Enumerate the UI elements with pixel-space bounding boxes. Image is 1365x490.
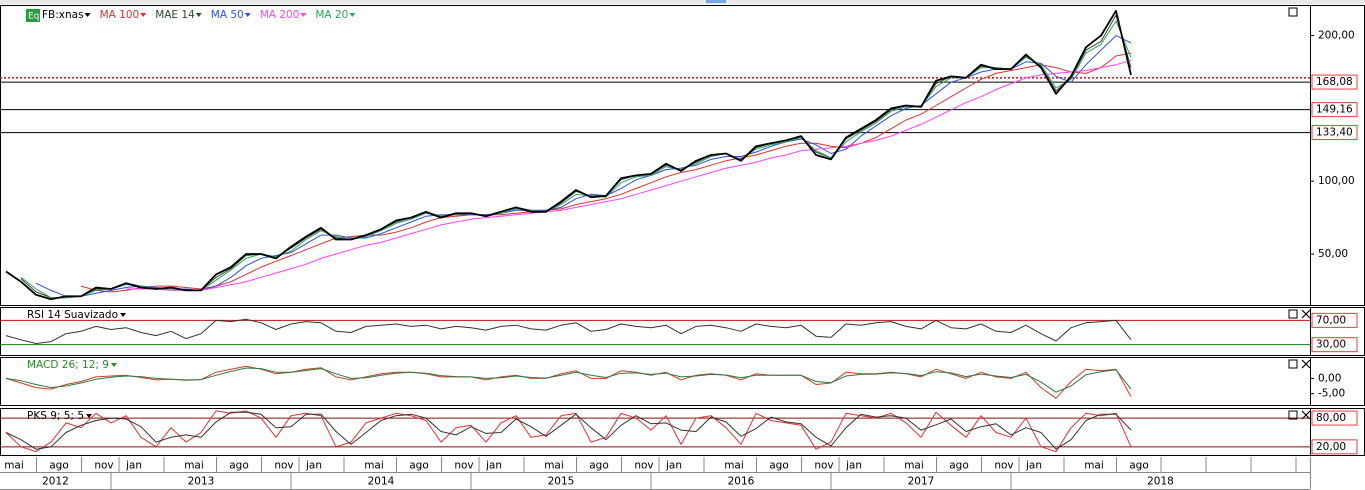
year-label: 2016: [728, 476, 755, 488]
series-line: [80, 52, 1132, 293]
series-line: [5, 9, 1132, 301]
x-tick-label: mai: [544, 460, 564, 472]
dropdown-arrow[interactable]: [84, 13, 91, 17]
legend-label[interactable]: FB:xnas: [42, 9, 84, 21]
y-tick-label: 50,00: [1318, 248, 1348, 260]
dropdown-arrow[interactable]: [244, 13, 251, 17]
legend-label[interactable]: MA 50: [211, 9, 244, 21]
dropdown-arrow[interactable]: [300, 13, 307, 17]
level-label: 20,00: [1316, 441, 1346, 453]
close-button[interactable]: [1301, 309, 1311, 319]
x-tick-label: jan: [125, 460, 142, 472]
level-label-box: [1311, 337, 1358, 353]
level-label-box: [1311, 125, 1358, 141]
level-label-box: [1311, 312, 1358, 328]
dropdown-arrow[interactable]: [120, 313, 127, 317]
y-tick-label: -5,00: [1318, 388, 1345, 400]
indicator-label[interactable]: MACD 26; 12; 9: [27, 359, 109, 371]
level-label: 70,00: [1316, 314, 1346, 326]
dropdown-arrow[interactable]: [195, 13, 202, 17]
series-line: [20, 20, 1132, 299]
indicator-label[interactable]: RSI 14 Suavizado: [27, 309, 118, 321]
x-tick-label: mai: [904, 460, 924, 472]
x-tick-label: jan: [305, 460, 322, 472]
y-tick-label: 200,00: [1318, 30, 1355, 42]
maximize-button[interactable]: [1288, 7, 1298, 17]
x-tick-label: ago: [409, 460, 429, 472]
series-line: [5, 367, 1132, 393]
x-tick-label: jan: [1025, 460, 1042, 472]
maximize-button[interactable]: [1288, 309, 1298, 319]
year-label: 2015: [548, 476, 575, 488]
x-tick-label: nov: [454, 460, 473, 472]
close-button[interactable]: [1301, 359, 1311, 369]
level-label: 133,40: [1316, 127, 1353, 139]
x-tick-label: ago: [229, 460, 249, 472]
x-tick-label: nov: [814, 460, 833, 472]
x-tick-label: ago: [949, 460, 969, 472]
x-tick-label: mai: [724, 460, 744, 472]
level-label: 168,08: [1316, 76, 1353, 88]
x-tick-label: mai: [184, 460, 204, 472]
dropdown-arrow[interactable]: [140, 13, 147, 17]
dropdown-arrow[interactable]: [86, 414, 93, 418]
x-tick-label: mai: [4, 460, 24, 472]
year-label: 2013: [188, 476, 215, 488]
level-label: 30,00: [1316, 339, 1346, 351]
x-tick-label: mai: [1084, 460, 1104, 472]
x-tick-label: nov: [994, 460, 1013, 472]
series-line: [5, 411, 1132, 450]
x-tick-label: nov: [274, 460, 293, 472]
indicator-label[interactable]: PKS 9; 5; 5: [27, 410, 84, 422]
legend-label[interactable]: MAE 14: [155, 9, 195, 21]
x-tick-label: jan: [485, 460, 502, 472]
x-tick-label: nov: [94, 460, 113, 472]
x-tick-label: ago: [769, 460, 789, 472]
year-label: 2012: [42, 476, 69, 488]
x-tick-label: mai: [364, 460, 384, 472]
series-line: [126, 59, 1132, 291]
series-line: [35, 35, 1132, 297]
legend-label[interactable]: MA 100: [100, 9, 140, 21]
year-label: 2018: [1147, 476, 1174, 488]
level-label-box: [1311, 102, 1358, 118]
toolbar-button[interactable]: [706, 0, 726, 3]
badge-text: Eq: [28, 12, 39, 22]
level-label: 149,16: [1316, 104, 1353, 116]
x-tick-label: jan: [845, 460, 862, 472]
x-tick-label: ago: [589, 460, 609, 472]
year-label: 2017: [908, 476, 935, 488]
level-label-box: [1311, 410, 1358, 426]
level-label-box: [1311, 439, 1358, 455]
x-tick-label: ago: [1129, 460, 1149, 472]
legend-label[interactable]: MA 20: [315, 9, 348, 21]
x-tick-label: ago: [49, 460, 69, 472]
y-tick-label: 100,00: [1318, 175, 1355, 187]
dropdown-arrow[interactable]: [349, 13, 356, 17]
series-line: [5, 318, 1132, 344]
year-label: 2014: [368, 476, 395, 488]
x-tick-label: nov: [634, 460, 653, 472]
maximize-button[interactable]: [1288, 410, 1298, 420]
badge: [26, 9, 40, 22]
y-tick-label: 0,00: [1318, 372, 1341, 384]
legend-label[interactable]: MA 200: [260, 9, 300, 21]
level-label: 80,00: [1316, 412, 1346, 424]
close-button[interactable]: [1301, 410, 1311, 420]
toolbar-strip: [0, 0, 1365, 4]
level-label-box: [1311, 74, 1358, 90]
maximize-button[interactable]: [1288, 359, 1298, 369]
series-line: [5, 410, 1132, 453]
dropdown-arrow[interactable]: [110, 363, 117, 367]
x-tick-label: jan: [665, 460, 682, 472]
